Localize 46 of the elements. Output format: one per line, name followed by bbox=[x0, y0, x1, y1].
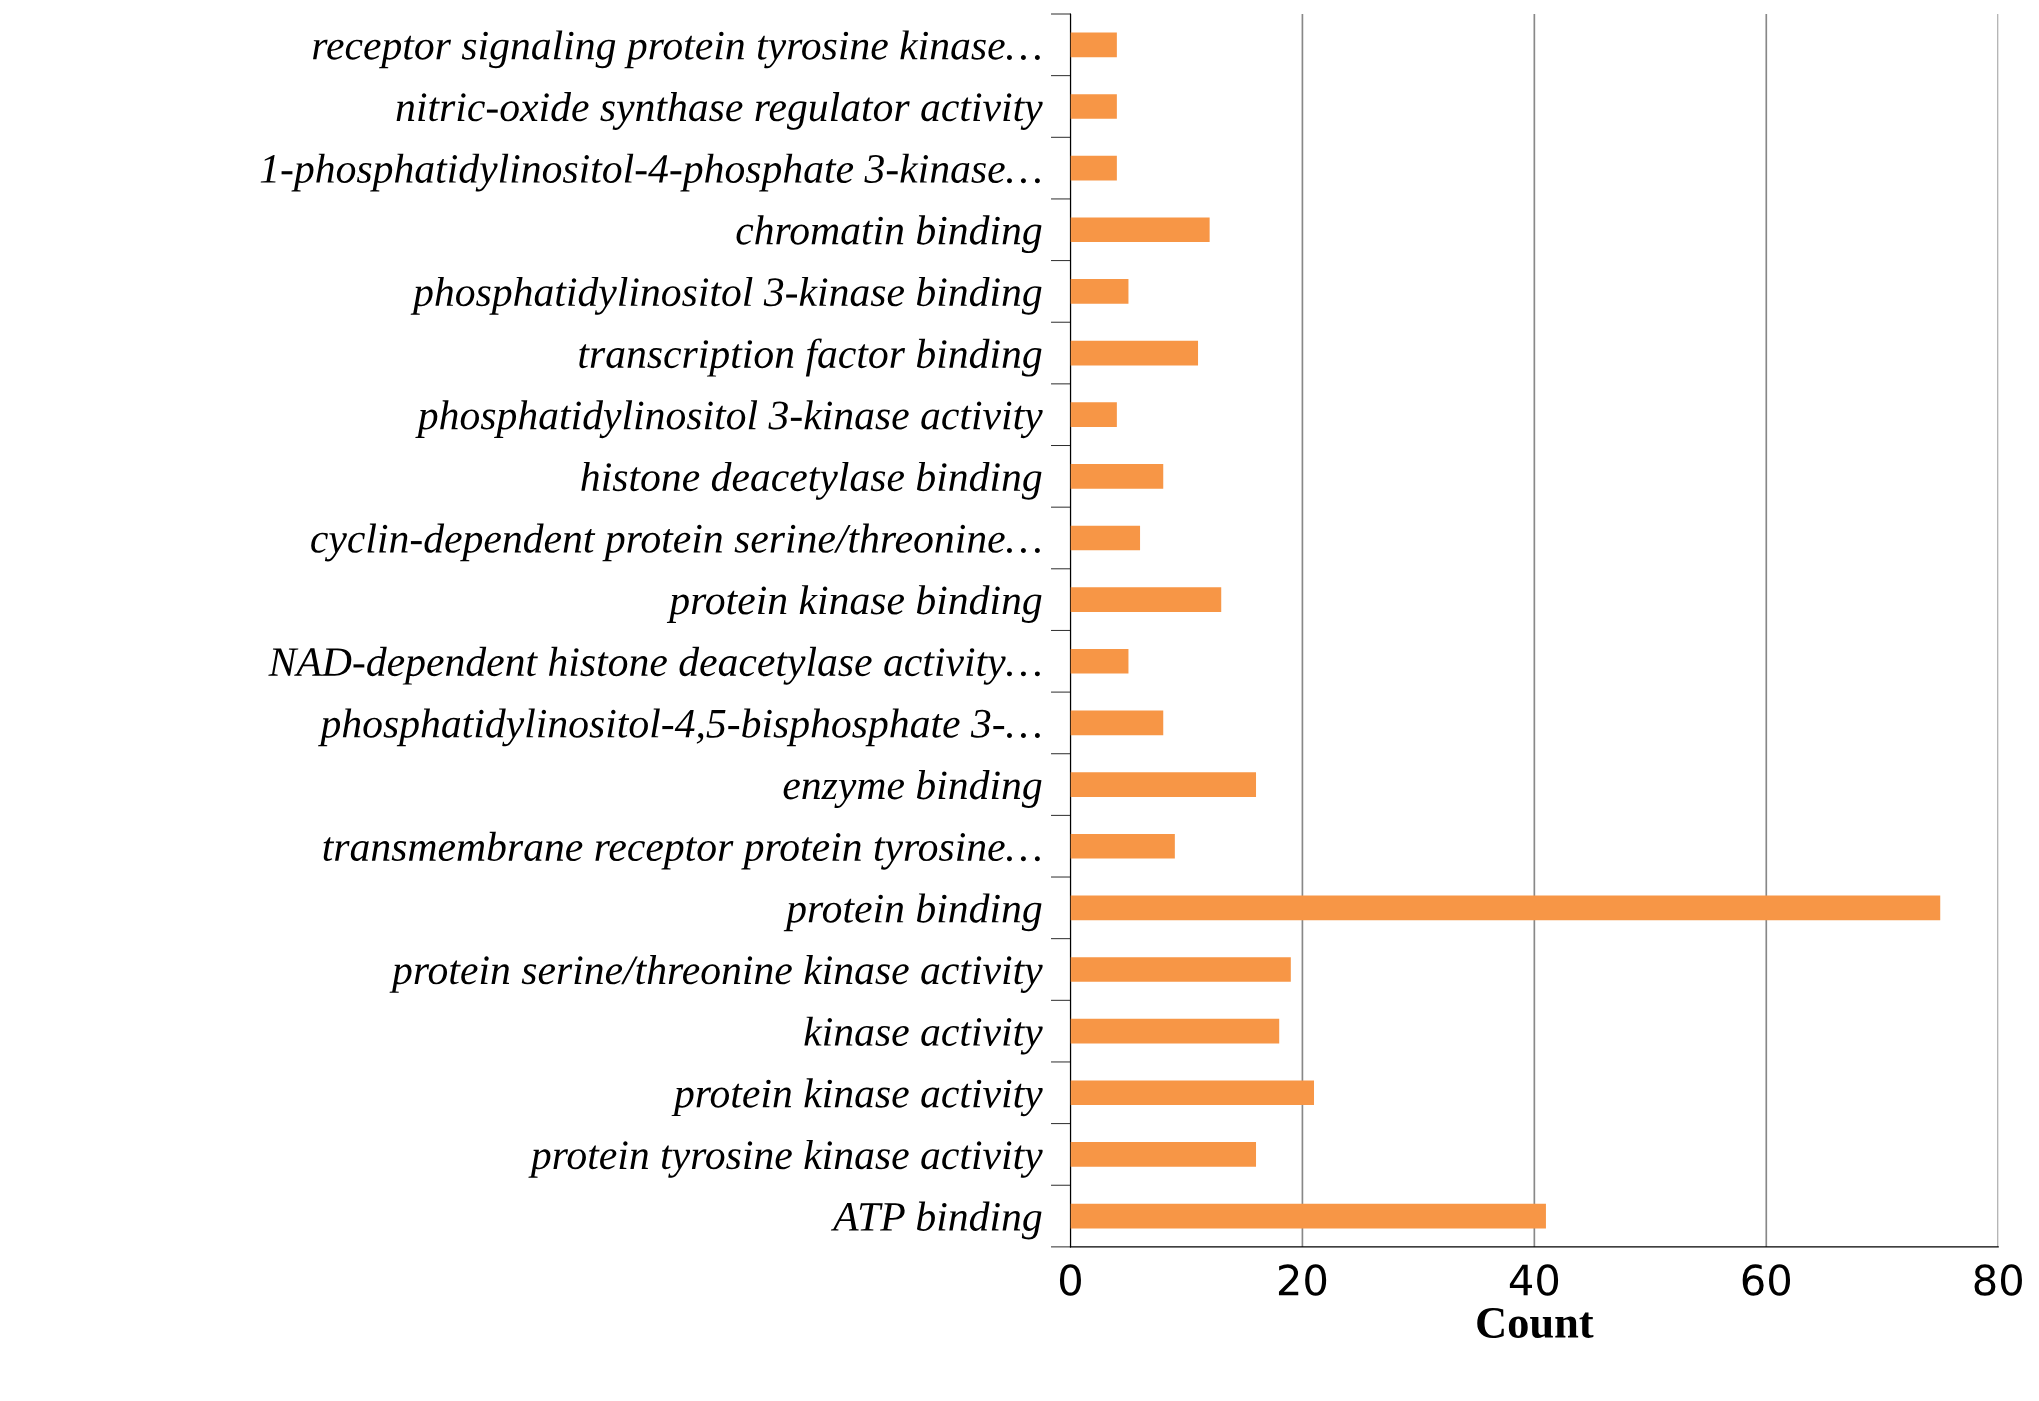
bar bbox=[1070, 772, 1257, 797]
bar bbox=[1070, 464, 1164, 489]
y-tick-label: chromatin binding bbox=[736, 215, 1042, 254]
bar bbox=[1070, 1080, 1315, 1106]
y-tick-label: transmembrane receptor protein tyrosine… bbox=[323, 831, 1040, 870]
y-tick-label: enzyme binding bbox=[783, 770, 1042, 809]
bar bbox=[1070, 710, 1164, 736]
x-axis-title: Count bbox=[1477, 1308, 1594, 1339]
y-tick-label: phosphatidylinositol 3-kinase binding bbox=[410, 276, 1042, 315]
bar bbox=[1070, 94, 1117, 119]
x-tick-label: 80 bbox=[1974, 1264, 2022, 1296]
y-tick-label: 1-phosphatidylinositol-4-phosphate 3-kinase… bbox=[260, 153, 1040, 192]
y-tick-label: receptor signaling protein tyrosine kinase… bbox=[313, 30, 1040, 69]
y-tick-label: protein kinase binding bbox=[666, 585, 1042, 623]
bar bbox=[1070, 587, 1222, 612]
bar bbox=[1070, 895, 1941, 921]
y-tick-label: NAD-dependent histone deacetylase activity… bbox=[268, 646, 1040, 685]
bar bbox=[1070, 1018, 1280, 1044]
bar bbox=[1070, 957, 1291, 982]
y-tick-label: phosphatidylinositol 3-kinase activity bbox=[415, 400, 1043, 439]
x-tick-label: 20 bbox=[1278, 1264, 1327, 1296]
x-tick-label: 40 bbox=[1509, 1264, 1559, 1296]
y-tick-label: histone deacetylase binding bbox=[581, 461, 1042, 500]
bar bbox=[1070, 833, 1175, 859]
y-tick-label: protein tyrosine kinase activity bbox=[528, 1139, 1043, 1178]
bar bbox=[1070, 648, 1129, 674]
y-tick-label: protein kinase activity bbox=[671, 1078, 1043, 1117]
y-tick-label: nitric-oxide synthase regulator activity bbox=[396, 92, 1043, 130]
bar bbox=[1070, 155, 1117, 181]
bar bbox=[1070, 525, 1141, 551]
bar bbox=[1070, 279, 1129, 304]
bar bbox=[1070, 32, 1117, 58]
y-tick-label: kinase activity bbox=[804, 1016, 1043, 1055]
bar bbox=[1070, 217, 1210, 243]
x-tick-label: 0 bbox=[1059, 1264, 1081, 1296]
y-tick-label: protein serine/threonine kinase activity bbox=[389, 955, 1043, 993]
bar bbox=[1070, 1142, 1257, 1167]
y-tick-label: transcription factor binding bbox=[579, 338, 1042, 377]
y-tick-label: phosphatidylinositol-4,5-bisphosphate 3-… bbox=[318, 708, 1040, 747]
x-tick-label: 60 bbox=[1742, 1264, 1791, 1296]
bar bbox=[1070, 340, 1199, 366]
y-tick-label: ATP binding bbox=[830, 1201, 1042, 1240]
bar bbox=[1070, 402, 1117, 428]
y-tick-label: protein binding bbox=[783, 893, 1042, 932]
bar bbox=[1070, 1203, 1546, 1229]
y-tick-label: cyclin-dependent protein serine/threonine… bbox=[311, 523, 1040, 562]
